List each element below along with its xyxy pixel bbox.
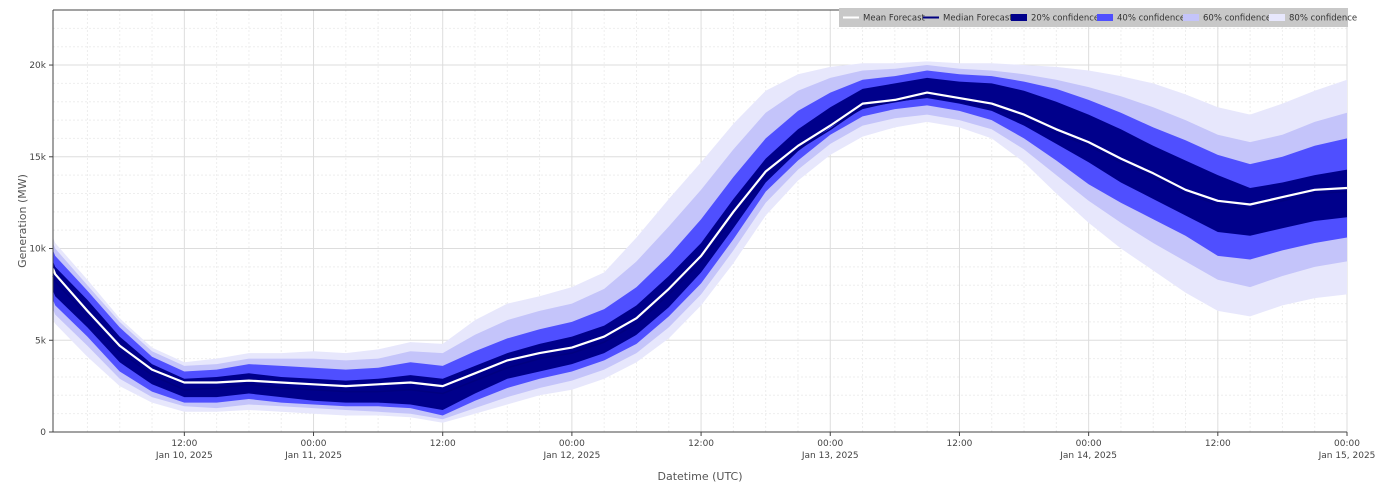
legend-label: Median Forecast [943,14,1013,24]
legend-item-mean-forecast[interactable]: Mean Forecast [843,14,925,24]
legend-label: 40% confidence [1117,14,1185,24]
x-tick-date-label: Jan 14, 2025 [1059,451,1117,461]
y-tick-label: 15k [29,153,46,163]
x-tick-label: 00:00 [1334,439,1360,449]
y-axis-title: Generation (MW) [16,174,29,268]
legend-item-60-confidence[interactable]: 60% confidence [1183,14,1271,24]
y-tick-label: 20k [29,61,46,71]
x-axis-title: Datetime (UTC) [657,470,742,483]
x-tick-label: 12:00 [946,439,972,449]
x-tick-label: 12:00 [1205,439,1231,449]
legend-swatch [1011,14,1027,21]
y-tick-label: 5k [35,336,47,346]
legend[interactable]: Mean Forecast Median Forecast 20% confiden… [839,8,1357,27]
x-tick-label: 00:00 [301,439,327,449]
legend-item-80-confidence[interactable]: 80% confidence [1269,14,1357,24]
legend-item-20-confidence[interactable]: 20% confidence [1011,14,1099,24]
forecast-lines [51,91,1348,395]
confidence-bands [53,61,1347,423]
mean-forecast-line [51,91,1348,388]
y-tick-label: 10k [29,245,46,255]
x-tick-label: 00:00 [817,439,843,449]
legend-label: 60% confidence [1203,14,1271,24]
x-tick-date-label: Jan 13, 2025 [801,451,859,461]
legend-item-40-confidence[interactable]: 40% confidence [1097,14,1185,24]
x-tick-label: 00:00 [1076,439,1102,449]
legend-swatch [1097,14,1113,21]
x-tick-label: 12:00 [171,439,197,449]
x-tick-date-label: Jan 10, 2025 [155,451,213,461]
median-forecast-line [52,95,1348,395]
legend-label: 80% confidence [1289,14,1357,24]
y-tick-label: 0 [40,428,46,438]
legend-swatch [1183,14,1199,21]
x-tick-date-label: Jan 11, 2025 [284,451,342,461]
legend-swatch [1269,14,1285,21]
legend-label: 20% confidence [1031,14,1099,24]
x-tick-label: 12:00 [430,439,456,449]
x-tick-label: 12:00 [688,439,714,449]
band-40 [53,70,1347,416]
legend-item-median-forecast[interactable]: Median Forecast [923,14,1013,24]
legend-background [839,8,1348,27]
x-tick-date-label: Jan 12, 2025 [542,451,600,461]
x-tick-date-label: Jan 15, 2025 [1318,451,1376,461]
x-tick-label: 00:00 [559,439,585,449]
legend-label: Mean Forecast [863,14,925,24]
